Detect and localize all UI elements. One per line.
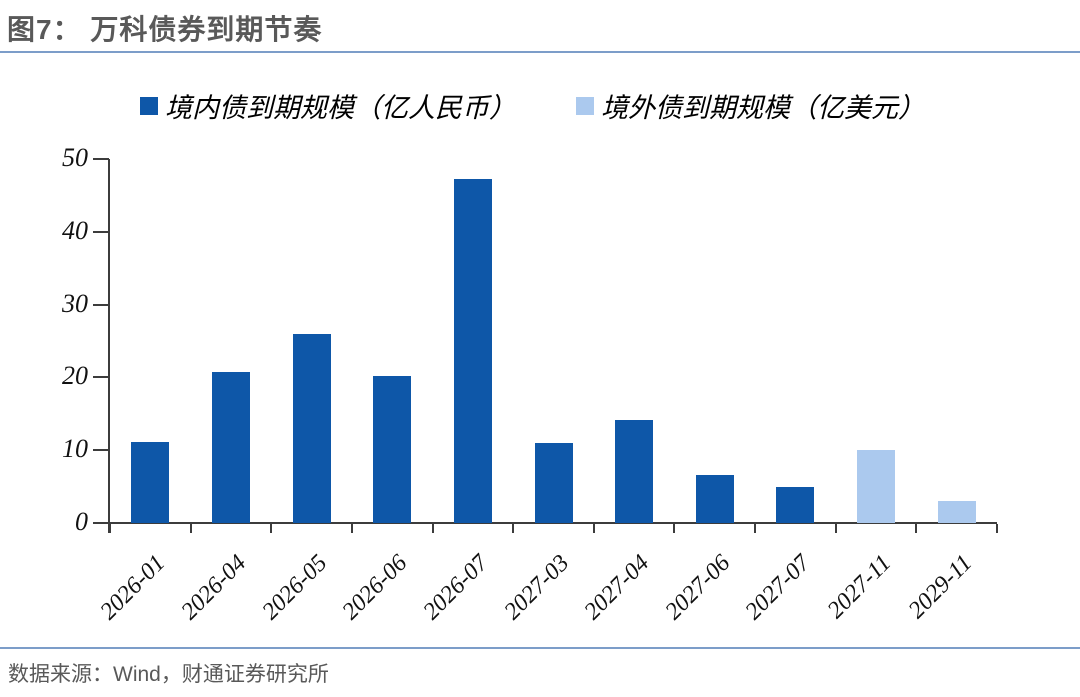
legend-swatch-overseas-icon bbox=[576, 96, 594, 115]
bar-2026-01 bbox=[131, 442, 170, 523]
legend-label-domestic: 境内债到期规模（亿人民币） bbox=[165, 93, 516, 124]
x-tick bbox=[512, 524, 515, 533]
x-axis-line bbox=[108, 522, 997, 524]
bar-2027-11 bbox=[857, 450, 896, 523]
y-axis-line bbox=[108, 159, 110, 533]
y-tick bbox=[93, 522, 109, 524]
x-tick bbox=[350, 524, 353, 533]
bar-2027-06 bbox=[695, 474, 734, 523]
y-tick bbox=[93, 230, 109, 233]
bar-2029-11 bbox=[937, 501, 976, 523]
data-source: 数据来源：Wind，财通证券研究所 bbox=[8, 663, 329, 686]
x-tick bbox=[109, 524, 111, 533]
x-tick bbox=[270, 524, 273, 533]
x-tick bbox=[431, 524, 434, 533]
x-tick bbox=[592, 524, 595, 533]
legend-item-domestic: 境内债到期规模（亿人民币） bbox=[140, 86, 516, 125]
y-tick-label: 10 bbox=[62, 434, 88, 464]
bar-2026-05 bbox=[292, 334, 331, 523]
legend-swatch-domestic-icon bbox=[140, 96, 158, 115]
bar-2026-04 bbox=[211, 371, 250, 523]
x-tick bbox=[915, 524, 918, 533]
y-tick bbox=[93, 303, 109, 306]
bar-2027-03 bbox=[534, 442, 573, 523]
y-tick-label: 40 bbox=[62, 215, 88, 245]
y-tick-label: 0 bbox=[75, 507, 88, 536]
x-tick bbox=[189, 524, 192, 533]
bar-2027-07 bbox=[776, 486, 815, 523]
legend-label-overseas: 境外债到期规模（亿美元） bbox=[601, 93, 925, 124]
figure-title: 图7： 万科债券到期节奏 bbox=[7, 14, 323, 45]
y-tick bbox=[93, 449, 109, 452]
y-tick-label: 30 bbox=[62, 288, 88, 318]
legend-item-overseas: 境外债到期规模（亿美元） bbox=[576, 86, 925, 125]
bar-2026-06 bbox=[373, 375, 412, 523]
y-tick bbox=[93, 376, 109, 379]
x-tick bbox=[673, 524, 676, 533]
bar-2027-04 bbox=[615, 419, 654, 523]
y-tick-label: 50 bbox=[62, 143, 88, 172]
y-tick-label: 20 bbox=[62, 361, 88, 391]
y-tick bbox=[93, 158, 109, 160]
top-divider bbox=[0, 51, 1080, 53]
x-tick bbox=[754, 524, 757, 533]
x-tick bbox=[834, 524, 837, 533]
x-tick bbox=[996, 524, 998, 533]
bar-2026-07 bbox=[453, 178, 492, 523]
bottom-divider bbox=[0, 647, 1080, 649]
